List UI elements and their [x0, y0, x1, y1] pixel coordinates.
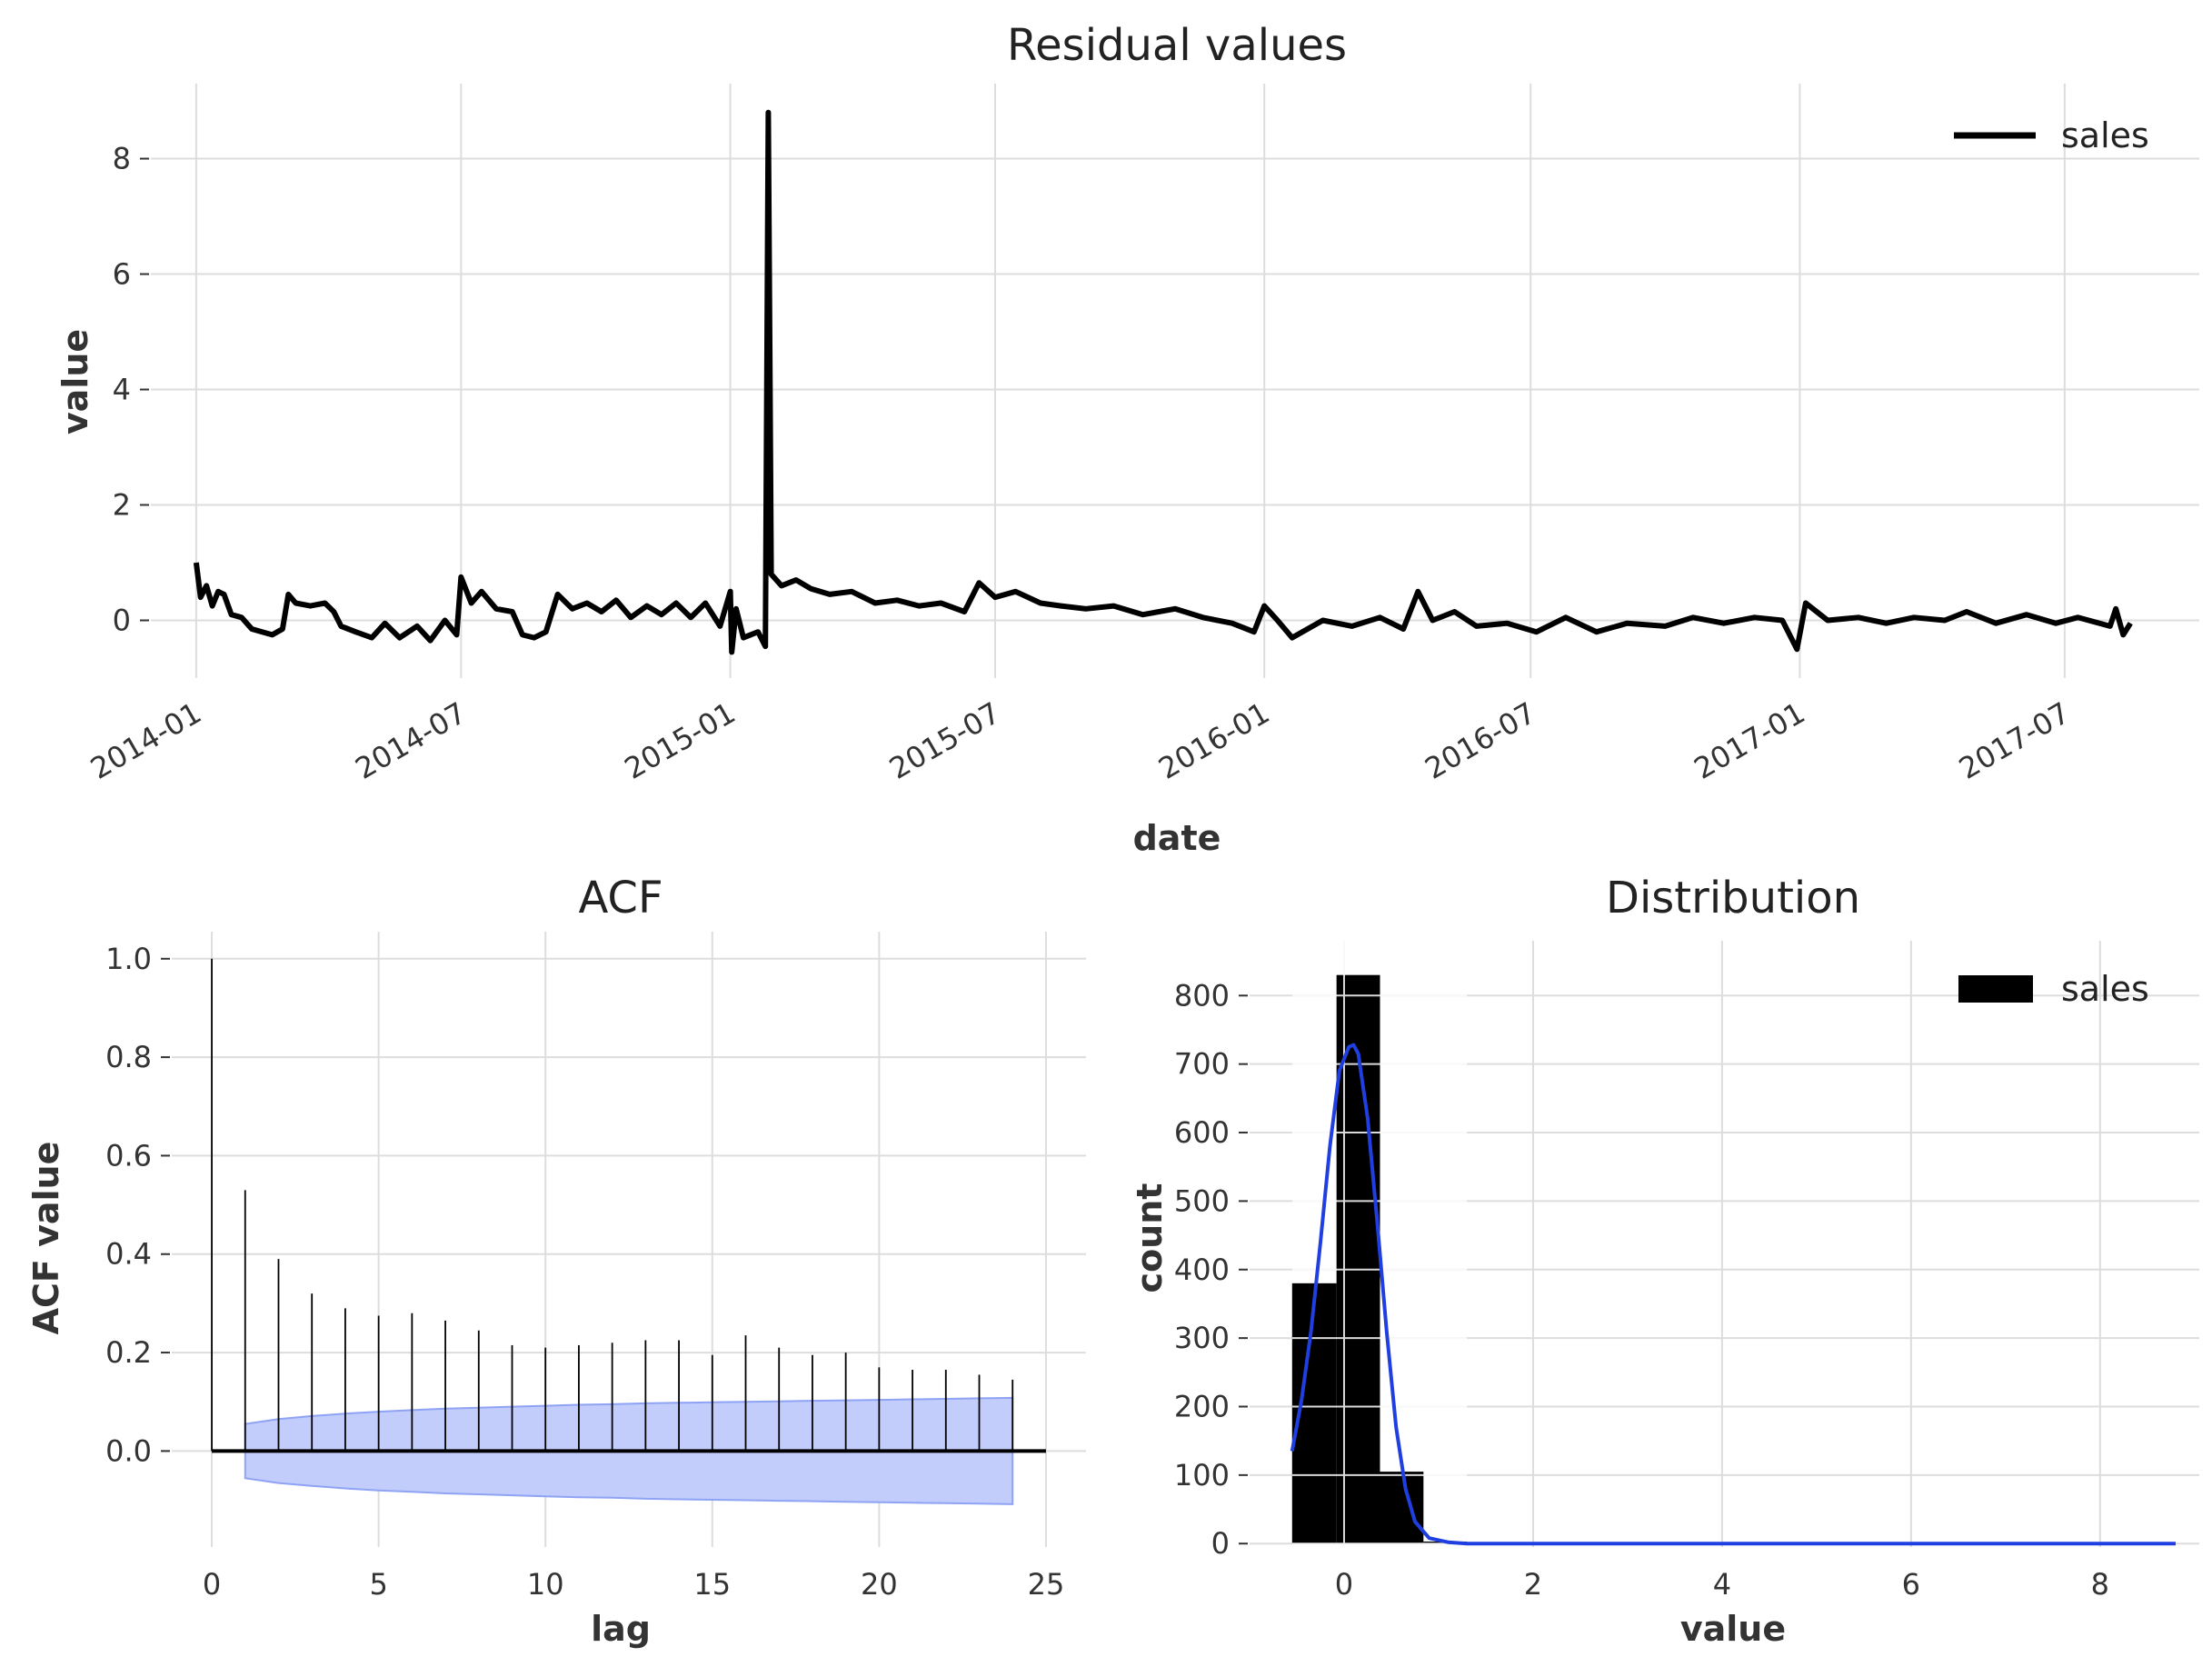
- distribution-panel: 0 100 200 300 400 500 600 700 800 0 2 4 6 8 Distributi…: [1130, 873, 2199, 1649]
- x-tick-label: 6: [1902, 1567, 1920, 1602]
- y-tick-label: 600: [1174, 1115, 1230, 1150]
- grid-overlay: [1291, 941, 1468, 1547]
- kde-curve: [1290, 1043, 2176, 1546]
- x-tick-label: 20: [861, 1567, 898, 1602]
- y-tick-label: 0: [113, 604, 131, 638]
- y-tick-label: 100: [1174, 1458, 1230, 1492]
- y-tick-label: 0.8: [105, 1040, 152, 1074]
- legend-swatch-sales: [1958, 975, 2033, 1003]
- x-tick-label: 2016-07: [1419, 695, 1541, 786]
- y-tick-label: 8: [113, 142, 131, 176]
- histogram-bar: [1380, 1472, 1424, 1544]
- y-tick-label: 400: [1174, 1253, 1230, 1287]
- y-axis-label: ACF value: [26, 1142, 66, 1335]
- x-tick-label: 8: [2091, 1567, 2109, 1602]
- y-tick-label: 300: [1174, 1321, 1230, 1355]
- x-tick-label: 0: [203, 1567, 221, 1602]
- y-tick-label: 0: [1211, 1526, 1230, 1561]
- legend-label-sales: sales: [2061, 969, 2149, 1009]
- x-tick-label: 15: [693, 1567, 731, 1602]
- y-tick-label: 0.2: [105, 1335, 152, 1370]
- y-tick-label: 0.6: [105, 1138, 152, 1173]
- x-tick-label: 2: [1524, 1567, 1542, 1602]
- y-tick-label: 500: [1174, 1183, 1230, 1218]
- x-tick-label: 0: [1335, 1567, 1353, 1602]
- x-tick-label: 10: [527, 1567, 564, 1602]
- x-tick-label: 2017-07: [1953, 695, 2076, 786]
- y-axis-label: value: [55, 329, 95, 434]
- y-tick-label: 6: [113, 257, 131, 292]
- x-tick-label: 2017-01: [1689, 695, 1811, 786]
- y-tick-label: 800: [1174, 978, 1230, 1013]
- x-tick-label: 2016-01: [1152, 695, 1275, 786]
- x-axis-label: value: [1680, 1609, 1786, 1649]
- x-tick-label: 2014-01: [85, 695, 207, 786]
- y-tick-label: 4: [113, 373, 131, 407]
- chart-title: ACF: [578, 873, 663, 923]
- y-tick-label: 0.4: [105, 1237, 152, 1272]
- x-tick-label: 2015-01: [619, 695, 742, 786]
- y-tick-label: 200: [1174, 1389, 1230, 1423]
- y-tick-label: 1.0: [105, 942, 152, 976]
- x-tick-label: 5: [369, 1567, 387, 1602]
- legend-label-sales: sales: [2061, 115, 2149, 155]
- y-tick-label: 0.0: [105, 1433, 152, 1468]
- x-tick-label: 2014-07: [350, 695, 473, 786]
- y-tick-label: 2: [113, 488, 131, 523]
- x-tick-label: 25: [1028, 1567, 1065, 1602]
- y-tick-label: 700: [1174, 1047, 1230, 1082]
- residual-values-panel: 0 2 4 6 8 2014-01 2014-07 2015-01 2015-07 2016-01…: [55, 20, 2199, 858]
- acf-panel: 0.0 0.2 0.4 0.6 0.8 1.0 0 5 10 15 20 25 ACF lag ACF va…: [26, 873, 1086, 1649]
- x-tick-label: 4: [1713, 1567, 1731, 1602]
- chart-title: Distribution: [1606, 873, 1860, 923]
- x-axis-label: date: [1133, 818, 1221, 858]
- x-tick-label: 2015-07: [883, 695, 1006, 786]
- series-line-sales: [193, 109, 2133, 655]
- y-axis-label: count: [1130, 1183, 1170, 1293]
- x-axis-label: lag: [591, 1609, 651, 1649]
- chart-title: Residual values: [1007, 20, 1347, 71]
